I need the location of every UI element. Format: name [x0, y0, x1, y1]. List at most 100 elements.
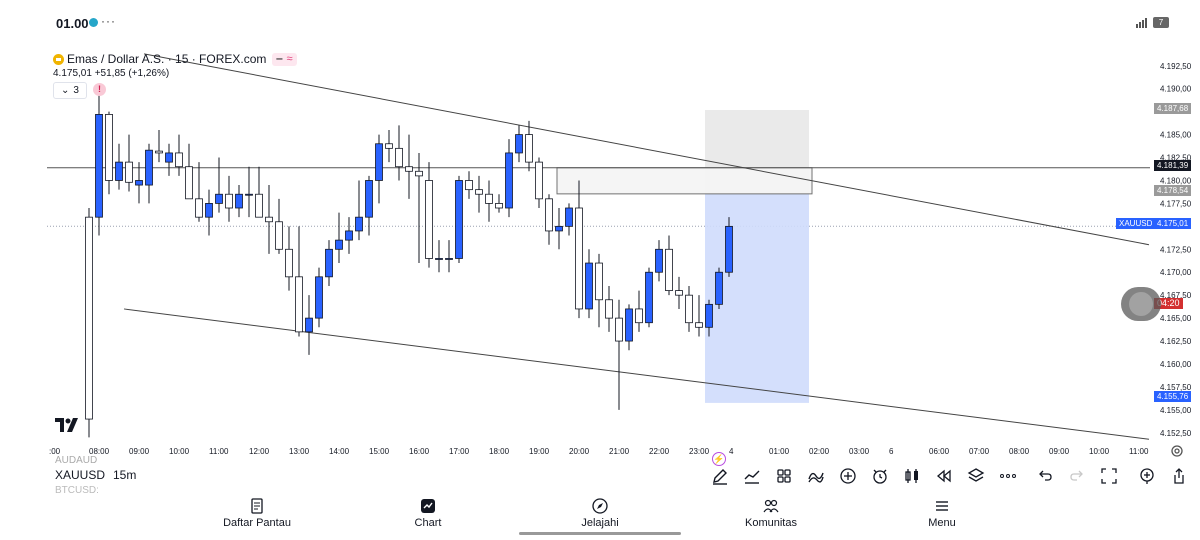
chevron-down-icon: ⌄ — [61, 85, 70, 96]
price-tag-entry: 4.178,54 — [1154, 185, 1192, 196]
chart-type-icon[interactable] — [743, 467, 761, 485]
candle-bullish — [555, 225, 563, 232]
candle-bearish — [125, 161, 133, 183]
nav-item-watchlist[interactable]: Daftar Pantau — [197, 498, 317, 534]
nav-item-menu[interactable]: Menu — [882, 498, 1002, 534]
nav-label-watchlist: Daftar Pantau — [223, 517, 291, 529]
candle-bullish — [505, 152, 513, 209]
share-icon[interactable] — [1170, 467, 1188, 485]
symbol-switcher-prev[interactable]: AUDAUD — [55, 455, 98, 466]
candle-bullish — [715, 271, 723, 305]
candle-bearish — [105, 114, 113, 181]
candle-bearish — [285, 248, 293, 278]
lightning-icon[interactable]: ⚡ — [712, 452, 726, 466]
candle-bearish — [255, 193, 263, 218]
chart-icon — [421, 499, 435, 513]
fullscreen-icon[interactable] — [1100, 467, 1118, 485]
entry-zone-rectangle — [556, 167, 813, 195]
candle-bullish — [345, 230, 353, 241]
pencil-icon[interactable] — [711, 467, 729, 485]
bottom-navigation: Daftar Pantau Chart Jelajahi Komunitas M… — [0, 495, 1200, 540]
candle-bullish — [455, 180, 463, 259]
nav-item-community[interactable]: Komunitas — [711, 498, 831, 534]
candle-bullish — [435, 258, 443, 260]
symbol-price-label: XAUUSD — [1116, 218, 1156, 229]
undo-icon[interactable] — [1036, 467, 1054, 485]
grid-icon[interactable] — [775, 467, 793, 485]
candle-bearish — [395, 147, 403, 168]
candle-bearish — [415, 170, 423, 177]
notification-dot-icon — [89, 18, 98, 27]
nav-label-explore: Jelajahi — [581, 517, 619, 529]
price-axis-label: 4.177,50 — [1160, 199, 1192, 208]
price-chart[interactable]: 4.192,50 4.190,00 4.185,00 4.182,50 4.180,00… — [0, 44, 1200, 464]
symbol-switcher-current[interactable]: XAUUSD — [55, 468, 106, 482]
candle-bullish — [145, 149, 153, 186]
layers-icon[interactable] — [967, 467, 985, 485]
redo-icon[interactable] — [1068, 467, 1086, 485]
legend-badge[interactable]: ‒ ≈ — [272, 52, 297, 66]
status-bar: 01.00 ··· 7 — [0, 0, 1200, 44]
home-indicator[interactable] — [519, 532, 681, 535]
indicators-icon[interactable] — [807, 467, 825, 485]
time-axis-label: 01:00 — [769, 447, 790, 456]
time-axis-label: 19:00 — [529, 447, 550, 456]
candle-bullish — [205, 203, 213, 218]
candle-bearish — [635, 308, 643, 324]
status-time: 01.00 — [56, 16, 89, 31]
chart-area[interactable]: 4.192,50 4.190,00 4.185,00 4.182,50 4.180,00… — [0, 44, 1200, 466]
candle-bullish — [365, 180, 373, 218]
price-axis-label: 4.182,50 — [1160, 154, 1192, 163]
compass-icon — [592, 498, 608, 514]
candle-bullish — [95, 114, 103, 218]
chart-legend[interactable]: Emas / Dollar A.S. · 15 · FOREX.com ‒ ≈ — [53, 52, 297, 66]
candle-bearish — [495, 203, 503, 209]
candle-bearish — [175, 152, 183, 168]
add-alert-icon[interactable] — [1138, 467, 1156, 485]
alert-icon[interactable]: ! — [93, 83, 106, 96]
candle-bearish — [695, 322, 703, 328]
floating-action-button[interactable] — [1121, 287, 1161, 321]
candle-bullish — [445, 258, 453, 260]
time-axis-label: 10:00 — [1089, 447, 1110, 456]
candle-bearish — [575, 207, 583, 310]
candles-icon[interactable] — [903, 467, 921, 485]
more-notifications-icon: ··· — [101, 14, 116, 28]
price-axis-label: 4.180,00 — [1160, 176, 1192, 185]
time-axis-label: 21:00 — [609, 447, 630, 456]
more-icon[interactable] — [999, 467, 1017, 485]
gold-symbol-icon — [53, 53, 64, 65]
time-axis-label: 08:00 — [1009, 447, 1030, 456]
replay-icon[interactable] — [935, 467, 953, 485]
symbol-title[interactable]: Emas / Dollar A.S. · 15 · FOREX.com — [67, 52, 267, 66]
time-axis-label: 07:00 — [969, 447, 990, 456]
candle-bearish — [615, 317, 623, 342]
time-axis-label: 03:00 — [849, 447, 870, 456]
symbol-switcher-next[interactable]: BTCUSD: — [55, 485, 99, 495]
interval-selector[interactable]: 15m — [113, 468, 137, 482]
candle-bearish — [485, 193, 493, 204]
settings-icon[interactable] — [1170, 444, 1184, 458]
candle-bearish — [185, 166, 193, 200]
nav-label-menu: Menu — [928, 517, 956, 529]
nav-item-explore[interactable]: Jelajahi — [540, 498, 660, 534]
collapse-icon: ‒ — [276, 53, 283, 65]
price-axis-label: 4.160,00 — [1160, 360, 1192, 369]
indicator-count: 3 — [73, 85, 79, 96]
time-axis-label: 23:00 — [689, 447, 710, 456]
price-axis-label: 4.170,00 — [1160, 268, 1192, 277]
candle-bearish — [195, 198, 203, 218]
price-axis-label: 4.157,50 — [1160, 383, 1192, 392]
add-icon[interactable] — [839, 467, 857, 485]
nav-item-chart[interactable]: Chart — [368, 498, 488, 534]
alarm-icon[interactable] — [871, 467, 889, 485]
candle-bearish — [545, 198, 553, 232]
trendline-1 — [143, 53, 1150, 246]
time-axis-label: 18:00 — [489, 447, 510, 456]
time-axis-label: 06:00 — [929, 447, 950, 456]
candle-bearish — [295, 276, 303, 333]
time-axis-label: 10:00 — [169, 447, 190, 456]
candle-bearish — [425, 180, 433, 259]
candle-bullish — [325, 248, 333, 278]
indicators-toggle-button[interactable]: ⌄ 3 — [53, 82, 87, 99]
